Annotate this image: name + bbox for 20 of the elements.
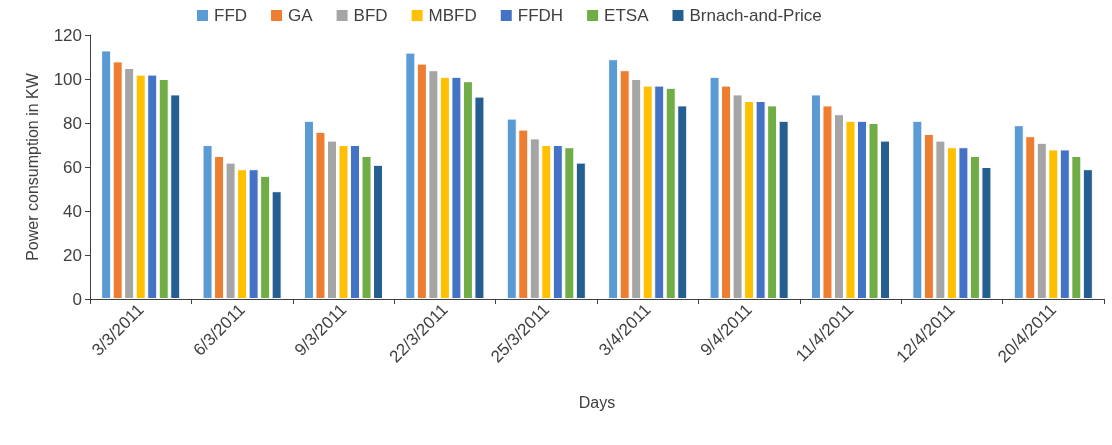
legend-label: ETSA [604,6,650,25]
y-tick-label: 80 [63,113,82,133]
legend-label: GA [288,6,314,25]
x-axis-title: Days [578,393,616,411]
legend-label: MBFD [428,6,477,25]
legend-label: FFD [214,6,248,25]
y-axis-title: Power consumption in KW [23,72,41,261]
bar [608,59,619,299]
y-tick-label: 120 [53,25,82,45]
y-tick-label: 0 [72,289,82,309]
y-tick-label: 100 [53,69,82,89]
legend-label: BFD [353,6,388,25]
legend-label: FFDH [517,6,564,25]
y-tick-label: 40 [63,201,82,221]
bar [101,50,112,299]
bar [1082,169,1093,299]
y-tick-label: 60 [63,157,82,177]
legend-label: Brnach-and-Price [689,6,822,25]
y-tick-label: 20 [63,245,82,265]
bar [575,162,586,299]
